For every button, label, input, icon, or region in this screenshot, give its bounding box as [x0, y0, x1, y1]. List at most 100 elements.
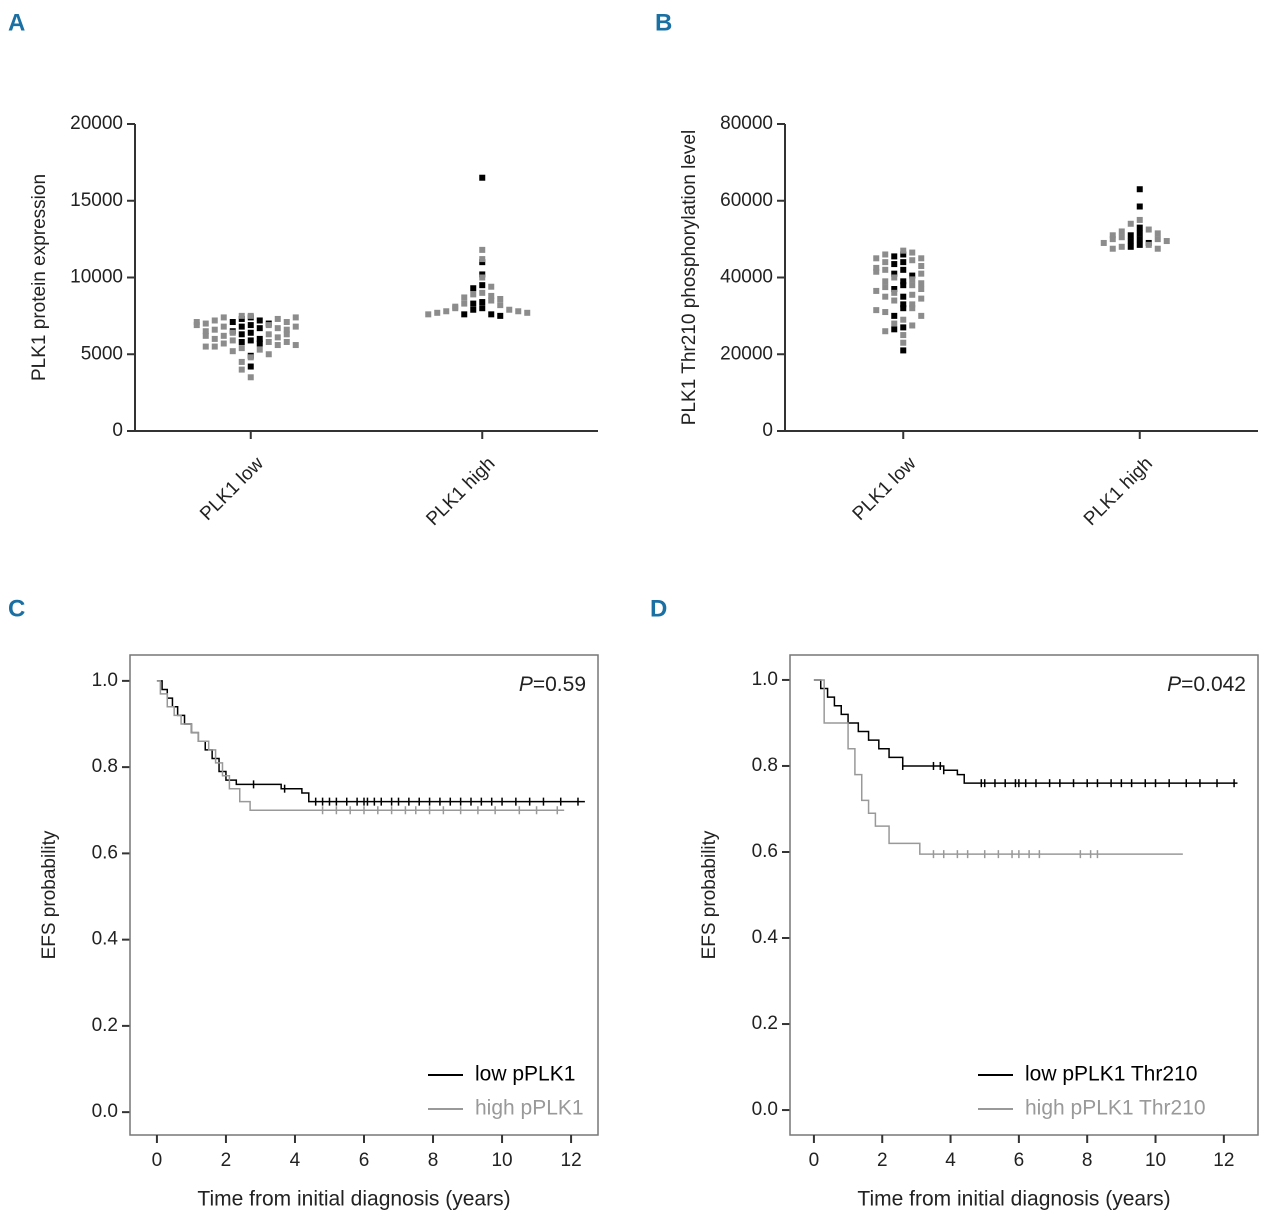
dot: [1118, 234, 1125, 241]
dot: [229, 348, 236, 355]
dot: [882, 259, 889, 266]
dot: [918, 312, 925, 319]
y-tick-label: 0.6: [92, 842, 118, 863]
dot: [434, 309, 441, 316]
dot: [909, 249, 916, 256]
dot: [274, 334, 281, 341]
dot: [1163, 238, 1170, 245]
dot: [900, 282, 907, 289]
y-tick-label: 60000: [720, 190, 773, 211]
y-tick-label: 0.0: [752, 1099, 778, 1120]
dot: [247, 354, 254, 361]
dot: [918, 286, 925, 293]
x-tick-label: 2: [221, 1150, 232, 1171]
dot: [909, 257, 916, 264]
dot: [479, 282, 486, 289]
y-tick-label: 0: [112, 420, 123, 441]
dot: [1127, 220, 1134, 227]
dot: [909, 291, 916, 298]
panel-label: C: [8, 595, 25, 622]
dot: [479, 274, 486, 281]
x-tick-label: 8: [1082, 1150, 1093, 1171]
y-tick-label: 5000: [81, 343, 123, 364]
y-axis-title: PLK1 protein expression: [29, 174, 50, 381]
dot: [900, 278, 907, 285]
dot: [497, 295, 504, 302]
y-tick-label: 10000: [70, 267, 123, 288]
dot: [909, 301, 916, 308]
dot: [461, 311, 468, 318]
dot: [873, 307, 880, 314]
dot: [918, 262, 925, 269]
y-tick-label: 40000: [720, 267, 773, 288]
x-tick-label: 6: [1014, 1150, 1025, 1171]
dot: [506, 306, 513, 313]
dot: [882, 284, 889, 291]
dot: [274, 325, 281, 332]
dot: [229, 337, 236, 344]
y-tick-label: 1.0: [92, 670, 118, 691]
dot: [247, 312, 254, 319]
y-tick-label: 0.0: [92, 1101, 118, 1122]
dot: [488, 283, 495, 290]
dot: [238, 345, 245, 352]
dot: [193, 322, 200, 329]
dot: [882, 328, 889, 335]
dot: [1109, 236, 1116, 243]
dot: [238, 312, 245, 319]
x-tick-label: 0: [809, 1150, 820, 1171]
dot: [1154, 236, 1161, 243]
dot: [1154, 245, 1161, 252]
y-tick-label: 0.8: [92, 756, 118, 777]
legend-label: high pPLK1 Thr210: [1025, 1097, 1206, 1120]
dot: [1136, 236, 1143, 243]
dot: [470, 306, 477, 313]
x-tick-label: PLK1 high: [1080, 453, 1157, 530]
dot: [497, 312, 504, 319]
dot: [220, 340, 227, 347]
dot: [470, 291, 477, 298]
annotation-italic: P: [519, 673, 533, 696]
dot: [1127, 243, 1134, 250]
dot: [211, 317, 218, 324]
dot: [283, 326, 290, 333]
dot: [891, 326, 898, 333]
dot: [283, 319, 290, 326]
dot: [1109, 232, 1116, 239]
dot: [238, 366, 245, 373]
dot: [918, 280, 925, 287]
dot: [1136, 216, 1143, 223]
dot: [900, 347, 907, 354]
dot: [900, 339, 907, 346]
plot-frame: [789, 654, 1259, 1136]
x-tick-label: PLK1 high: [422, 453, 499, 530]
dot: [461, 300, 468, 307]
dot: [909, 272, 916, 279]
dot: [873, 255, 880, 262]
dot: [193, 319, 200, 326]
dot: [918, 270, 925, 277]
dot: [900, 251, 907, 258]
dot: [900, 259, 907, 266]
dot: [488, 297, 495, 304]
annotation-text: =0.59: [533, 673, 586, 696]
dot: [238, 358, 245, 365]
x-axis-title: Time from initial diagnosis (years): [857, 1188, 1170, 1211]
x-tick-label: PLK1 low: [849, 453, 921, 525]
dot: [247, 337, 254, 344]
dot: [918, 295, 925, 302]
dot: [256, 325, 263, 332]
dot: [247, 363, 254, 370]
dot: [882, 293, 889, 300]
survival-curve: [813, 679, 1238, 784]
dot: [1145, 226, 1152, 233]
y-tick-label: 0.2: [752, 1013, 778, 1034]
dot: [1136, 224, 1143, 231]
dot: [238, 315, 245, 322]
dot: [283, 331, 290, 338]
dot: [900, 316, 907, 323]
dot: [873, 268, 880, 275]
dot: [274, 342, 281, 349]
survival-curve: [813, 679, 1183, 855]
dot: [292, 342, 299, 349]
